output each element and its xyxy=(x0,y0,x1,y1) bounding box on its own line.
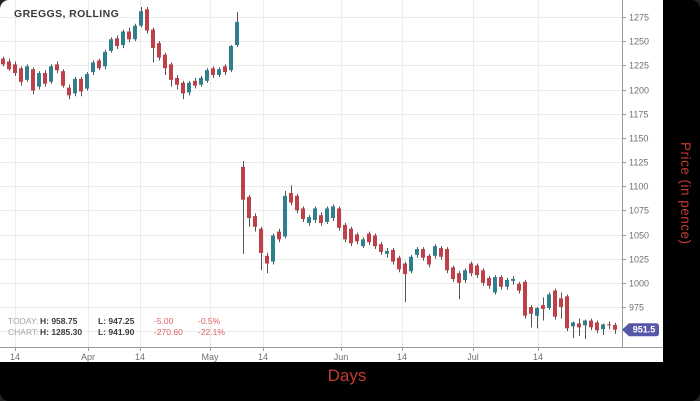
x-tick-label: 14 xyxy=(135,352,145,362)
status-row-chart: CHART: H: 1285.30 L: 941.90 -270.60 -22.… xyxy=(8,327,238,338)
status-change-pct: -22.1% xyxy=(198,327,225,337)
x-tick-label: May xyxy=(201,352,219,362)
x-tick-label: 14 xyxy=(258,352,268,362)
x-tick-label: 14 xyxy=(533,352,543,362)
status-change: -5.00 xyxy=(154,316,174,326)
y-tick-label: 1125 xyxy=(629,158,648,168)
status-high: H: 958.75 xyxy=(40,316,78,326)
y-tick-label: 1175 xyxy=(629,110,648,120)
status-high: H: 1285.30 xyxy=(40,327,83,337)
status-legend: TODAY: H: 958.75 L: 947.25 -5.00 -0.5% C… xyxy=(8,316,238,338)
axes[interactable]: 1275 1250 1225 1200 1175 1150 1125 1100 1075 1050… xyxy=(0,0,663,362)
status-label: CHART: xyxy=(8,327,39,337)
last-price-text: 951.5 xyxy=(633,325,656,335)
y-tick-label: 1225 xyxy=(629,61,649,71)
x-tick-label: Apr xyxy=(81,352,95,362)
status-low: L: 941.90 xyxy=(98,327,135,337)
status-low: L: 947.25 xyxy=(98,316,135,326)
x-tick-label: Jul xyxy=(467,352,479,362)
y-tick-label: 1100 xyxy=(629,182,648,192)
y-tick-label: 1050 xyxy=(629,231,649,241)
y-tick-label: 1025 xyxy=(629,255,649,265)
y-tick-label: 1075 xyxy=(629,206,649,216)
x-tick-label: 14 xyxy=(10,352,20,362)
status-label: TODAY: xyxy=(8,316,39,326)
y-tick-label: 1000 xyxy=(629,279,649,289)
y-tick-label: 1150 xyxy=(629,134,648,144)
status-row-today: TODAY: H: 958.75 L: 947.25 -5.00 -0.5% xyxy=(8,316,238,327)
candlestick-chart[interactable]: 1275 1250 1225 1200 1175 1150 1125 1100 1075 1050… xyxy=(0,0,663,362)
y-axis-title: Price (in pence) xyxy=(678,141,693,245)
x-tick-label: 14 xyxy=(397,352,407,362)
y-tick-label: 1275 xyxy=(629,13,649,23)
y-tick-label: 975 xyxy=(629,303,644,313)
x-axis-title: Days xyxy=(327,366,367,385)
x-tick-label: Jun xyxy=(334,352,349,362)
status-change-pct: -0.5% xyxy=(198,316,221,326)
gridlines xyxy=(0,0,622,347)
chart-panel: 1275 1250 1225 1200 1175 1150 1125 1100 1075 1050… xyxy=(0,0,663,362)
last-price-badge: 951.5 xyxy=(622,323,659,337)
status-change: -270.60 xyxy=(154,327,183,337)
y-tick-label: 1250 xyxy=(629,37,649,47)
y-tick-label: 1200 xyxy=(629,86,649,96)
candles xyxy=(1,7,617,340)
chart-title: GREGGS, ROLLING xyxy=(14,8,120,20)
